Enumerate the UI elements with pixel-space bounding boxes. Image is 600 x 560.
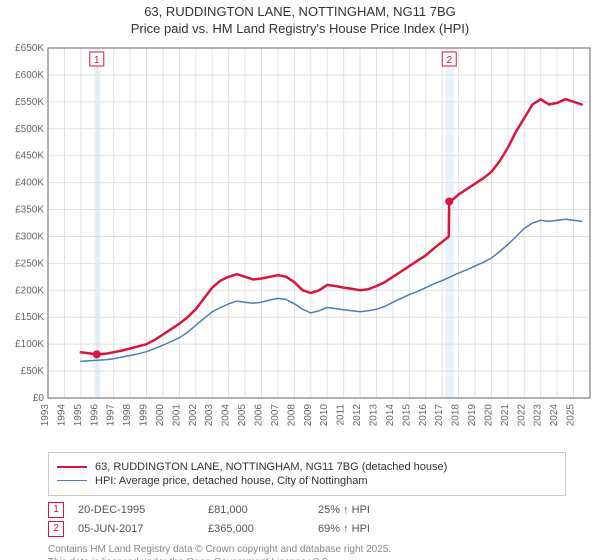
footer-line2: This data is licensed under the Open Gov… [48, 556, 566, 560]
marker-date: 20-DEC-1995 [78, 504, 208, 516]
svg-text:2008: 2008 [286, 403, 297, 426]
svg-text:£300K: £300K [15, 231, 44, 242]
svg-text:£100K: £100K [15, 339, 44, 350]
marker-row: 2 05-JUN-2017 £365,000 69% ↑ HPI [48, 521, 566, 537]
marker-date: 05-JUN-2017 [78, 523, 208, 535]
svg-text:2014: 2014 [385, 403, 396, 426]
svg-text:1999: 1999 [139, 403, 150, 426]
marker-price: £81,000 [208, 504, 318, 516]
legend-label: 63, RUDDINGTON LANE, NOTTINGHAM, NG11 7B… [95, 461, 447, 473]
svg-text:2002: 2002 [188, 403, 199, 426]
svg-text:£0: £0 [33, 393, 45, 404]
svg-text:2011: 2011 [336, 403, 347, 425]
svg-text:2010: 2010 [319, 403, 330, 426]
svg-text:£50K: £50K [21, 366, 45, 377]
svg-text:2: 2 [446, 55, 452, 66]
svg-text:2025: 2025 [566, 403, 577, 426]
svg-text:1994: 1994 [56, 403, 67, 426]
footer: Contains HM Land Registry data © Crown c… [48, 543, 566, 560]
legend-item-hpi: HPI: Average price, detached house, City… [57, 475, 557, 487]
legend: 63, RUDDINGTON LANE, NOTTINGHAM, NG11 7B… [48, 452, 566, 496]
svg-text:2021: 2021 [500, 403, 511, 426]
svg-text:2005: 2005 [237, 403, 248, 426]
chart-title: 63, RUDDINGTON LANE, NOTTINGHAM, NG11 7B… [0, 0, 600, 38]
svg-text:1998: 1998 [122, 403, 133, 426]
svg-text:2024: 2024 [549, 403, 560, 426]
svg-text:2001: 2001 [171, 403, 182, 426]
legend-item-price: 63, RUDDINGTON LANE, NOTTINGHAM, NG11 7B… [57, 461, 557, 473]
svg-text:1993: 1993 [40, 403, 51, 426]
svg-text:2012: 2012 [352, 403, 363, 426]
svg-text:2015: 2015 [401, 403, 412, 426]
title-line1: 63, RUDDINGTON LANE, NOTTINGHAM, NG11 7B… [0, 4, 600, 21]
marker-badge: 2 [48, 521, 64, 537]
svg-text:£250K: £250K [15, 258, 44, 269]
footer-line1: Contains HM Land Registry data © Crown c… [48, 543, 566, 556]
svg-text:£350K: £350K [15, 204, 44, 215]
svg-text:£450K: £450K [15, 150, 44, 161]
svg-text:2004: 2004 [221, 403, 232, 426]
svg-text:1997: 1997 [106, 403, 117, 426]
marker-badge: 1 [48, 502, 64, 518]
svg-text:£650K: £650K [15, 43, 44, 54]
marker-diff: 69% ↑ HPI [318, 523, 370, 535]
svg-text:2019: 2019 [467, 403, 478, 426]
marker-row: 1 20-DEC-1995 £81,000 25% ↑ HPI [48, 502, 566, 518]
svg-text:2013: 2013 [368, 403, 379, 426]
svg-text:2003: 2003 [204, 403, 215, 426]
svg-text:£600K: £600K [15, 70, 44, 81]
svg-text:£550K: £550K [15, 97, 44, 108]
svg-text:1995: 1995 [73, 403, 84, 426]
svg-text:£150K: £150K [15, 312, 44, 323]
svg-text:2017: 2017 [434, 403, 445, 426]
svg-text:£400K: £400K [15, 177, 44, 188]
svg-text:2006: 2006 [254, 403, 265, 426]
svg-text:2007: 2007 [270, 403, 281, 426]
svg-text:2023: 2023 [533, 403, 544, 426]
svg-text:2009: 2009 [303, 403, 314, 426]
svg-text:2022: 2022 [516, 403, 527, 426]
svg-text:£200K: £200K [15, 285, 44, 296]
marker-price: £365,000 [208, 523, 318, 535]
chart-area: £0 £50K £100K £150K £200K £250K £300K £350K £400… [0, 38, 600, 448]
svg-text:2000: 2000 [155, 403, 166, 426]
svg-text:2018: 2018 [451, 403, 462, 426]
legend-swatch [57, 466, 87, 468]
title-line2: Price paid vs. HM Land Registry's House … [0, 21, 600, 38]
marker-table: 1 20-DEC-1995 £81,000 25% ↑ HPI 2 05-JUN… [48, 502, 566, 537]
legend-label: HPI: Average price, detached house, City… [95, 475, 368, 487]
marker-diff: 25% ↑ HPI [318, 504, 370, 516]
svg-text:1996: 1996 [89, 403, 100, 426]
svg-text:2020: 2020 [483, 403, 494, 426]
svg-text:2016: 2016 [418, 403, 429, 426]
svg-text:1: 1 [94, 55, 100, 66]
line-chart: £0 £50K £100K £150K £200K £250K £300K £350K £400… [0, 38, 600, 448]
legend-swatch [57, 480, 87, 481]
svg-text:£500K: £500K [15, 124, 44, 135]
